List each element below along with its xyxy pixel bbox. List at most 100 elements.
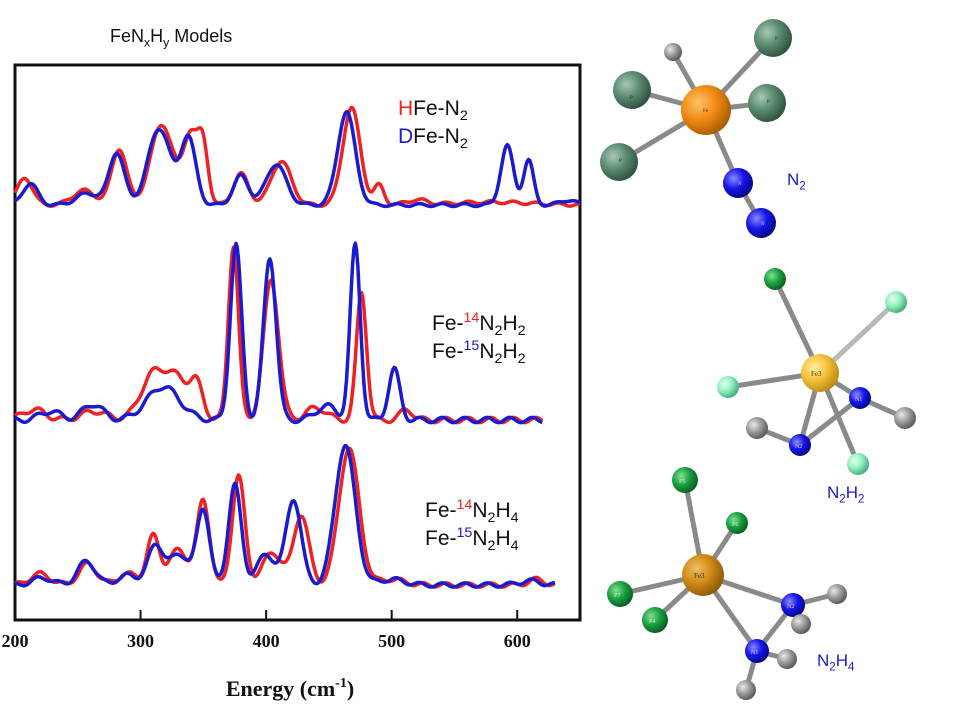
- label-sub: 2: [829, 661, 836, 674]
- fe-atom: [682, 554, 724, 596]
- label-text: N: [817, 651, 830, 670]
- legend-text: H: [495, 527, 511, 551]
- series-line-panel1-blue: [14, 110, 581, 209]
- p-atom: [726, 512, 748, 534]
- legend-text: H: [502, 312, 518, 335]
- label-sub: 2: [857, 493, 865, 506]
- fe-atom-label: Fe: [703, 109, 709, 114]
- bonds: [617, 477, 840, 693]
- legend-isotope-14: 14: [463, 310, 480, 326]
- legend-sub: 4: [510, 538, 519, 555]
- h-atom: [885, 291, 907, 313]
- h-atom: [746, 417, 768, 439]
- p-atom-label: P: [775, 37, 778, 42]
- x-tick-label: 500: [378, 631, 405, 651]
- p-atom: [754, 19, 792, 57]
- fe-atom-label: Fe3: [694, 572, 705, 580]
- label-text: N: [827, 483, 840, 502]
- h-atom: [777, 649, 797, 669]
- legend-entry-dfe-n2: DFe-N2: [398, 123, 468, 151]
- legend-text: H: [502, 340, 518, 364]
- label-text: H: [845, 483, 858, 502]
- x-axis-label-text: Energy (cm: [226, 676, 335, 701]
- legend-entry-hfe-n2: HFe-N2: [398, 95, 468, 123]
- h-atom: [847, 453, 869, 475]
- p-atom: [642, 607, 668, 633]
- legend-sub: 2: [517, 323, 526, 340]
- h-atom: [827, 584, 847, 604]
- title-sub-x: x: [144, 35, 151, 50]
- p-atom-label: P: [619, 159, 622, 164]
- x-axis-label-close: ): [347, 676, 354, 701]
- label-sub: 4: [847, 661, 855, 674]
- p-atom-label: P: [630, 96, 633, 101]
- legend-text: Fe-: [432, 340, 464, 364]
- p6-atom-label: P6: [732, 522, 738, 528]
- h-atom: [664, 43, 682, 61]
- n-atom: [746, 208, 776, 238]
- x-tick-label: 200: [2, 631, 29, 651]
- h-atom: [736, 680, 756, 700]
- legend-text: H: [495, 499, 511, 522]
- p-atom: [748, 84, 786, 122]
- label-text: H: [835, 651, 848, 670]
- n-atom-label: N: [761, 222, 765, 227]
- title-mid: H: [150, 26, 164, 46]
- molecule-n2h4: P5 P6 P7 P4 Fe3 N2 N1: [607, 467, 847, 700]
- legend-panel2: Fe-14N2H2 Fe-15N2H2: [432, 310, 526, 367]
- n2-atom-label: N2: [795, 444, 802, 450]
- n-atom: [781, 593, 805, 617]
- label-sub: 2: [839, 493, 846, 506]
- n-atom: [723, 168, 753, 198]
- x-tick-label: 300: [127, 631, 154, 651]
- legend-sub: 2: [487, 538, 496, 555]
- label-text: N: [787, 170, 800, 189]
- legend-entry-fe-14n2h4: Fe-14N2H4: [425, 497, 519, 525]
- legend-text: Fe-: [425, 527, 457, 551]
- n-atom: [745, 639, 769, 663]
- legend-text: N: [472, 499, 488, 522]
- legend-entry-fe-15n2h4: Fe-15N2H4: [425, 525, 519, 553]
- fe-atom-label: Fe3: [811, 370, 822, 378]
- p-atom: [613, 71, 651, 109]
- legend-isotope-15: 15: [463, 338, 480, 355]
- legend-text: Fe-N: [413, 125, 460, 149]
- legend-isotope-15: 15: [456, 525, 473, 542]
- fe-atom: [801, 354, 839, 392]
- molecule-label-n2h4: N2H4: [817, 651, 855, 674]
- series-line-panel3-blue: [14, 443, 556, 589]
- molecule-label-n2: N2: [787, 170, 806, 193]
- p-atom-label: P: [767, 100, 770, 105]
- legend-text: N: [479, 340, 495, 364]
- h-atom: [894, 407, 916, 429]
- x-tick-layer: 200 300 400 500 600: [2, 610, 531, 651]
- legend-sub: 2: [494, 323, 503, 340]
- series-layer: [13, 105, 581, 589]
- molecule-label-n2h2: N2H2: [827, 483, 865, 506]
- legend-sub: 2: [487, 510, 496, 527]
- n1-atom-label: N1: [855, 397, 862, 403]
- x-tick-label: 600: [504, 631, 531, 651]
- title-suffix: Models: [169, 26, 233, 46]
- legend-entry-fe-15n2h2: Fe-15N2H2: [432, 338, 526, 366]
- n1-atom-label: N1: [751, 650, 758, 656]
- legend-text: N: [472, 527, 488, 551]
- title-prefix: FeN: [110, 26, 145, 46]
- n-atom: [789, 434, 811, 456]
- legend-entry-fe-14n2h2: Fe-14N2H2: [432, 310, 526, 338]
- p-atom: [607, 581, 633, 607]
- x-tick-label: 400: [253, 631, 280, 651]
- n-atom: [849, 387, 871, 409]
- n2-atom-label: N2: [787, 604, 794, 610]
- molecule-n2h2: Fe3 N1 N2: [717, 268, 916, 475]
- h-atom: [717, 376, 739, 398]
- p5-atom-label: P5: [679, 479, 685, 485]
- legend-text: Fe-N: [413, 97, 460, 120]
- title-sub-y: y: [163, 35, 170, 50]
- x-axis-label: Energy (cm-1): [226, 676, 354, 701]
- legend-prefix-h: H: [398, 97, 414, 120]
- legend-panel1: HFe-N2 DFe-N2: [398, 95, 468, 152]
- label-sub: 2: [799, 180, 806, 193]
- plot-frame: [13, 63, 582, 622]
